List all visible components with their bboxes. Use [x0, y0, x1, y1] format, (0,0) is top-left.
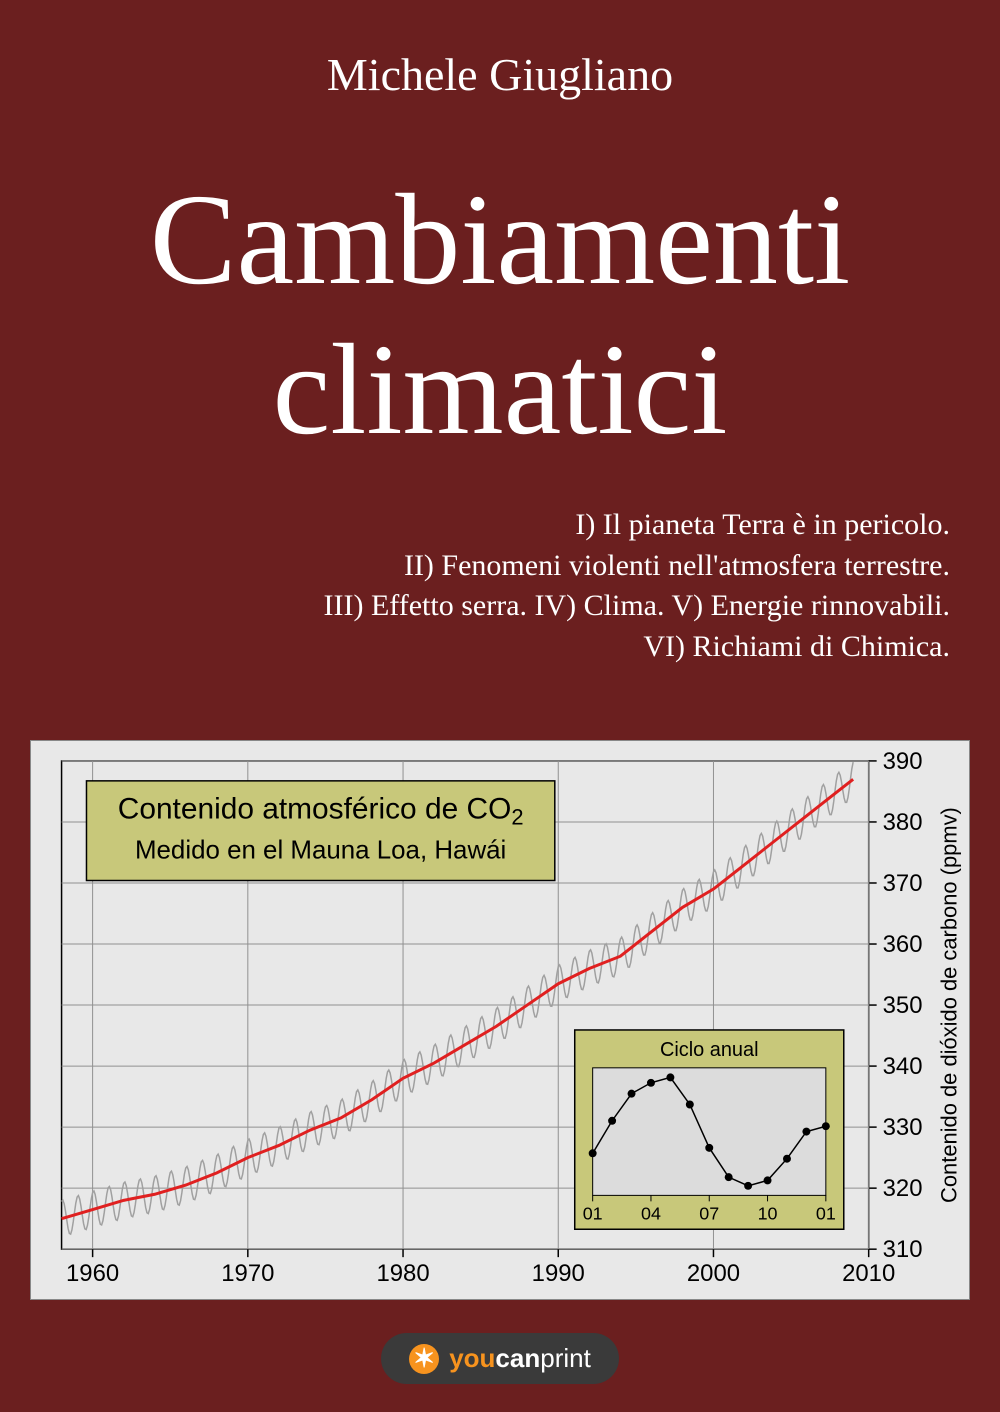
svg-text:370: 370	[883, 870, 923, 897]
svg-text:2000: 2000	[687, 1260, 740, 1287]
subtitle-line: I) Il pianeta Terra è in pericolo.	[50, 505, 950, 546]
publisher-icon: ✶	[409, 1344, 439, 1374]
svg-text:1970: 1970	[221, 1260, 274, 1287]
svg-text:390: 390	[883, 748, 923, 775]
subtitle-block: I) Il pianeta Terra è in pericolo. II) F…	[0, 465, 1000, 667]
publisher-badge: ✶ youcanprint	[0, 1333, 1000, 1384]
svg-text:10: 10	[758, 1203, 778, 1223]
svg-text:330: 330	[883, 1114, 923, 1141]
svg-text:04: 04	[641, 1203, 661, 1223]
svg-text:1960: 1960	[66, 1260, 119, 1287]
svg-text:360: 360	[883, 931, 923, 958]
svg-text:2010: 2010	[842, 1260, 895, 1287]
svg-text:Contenido atmosférico de CO2: Contenido atmosférico de CO2	[118, 793, 524, 830]
title-line2: climatici	[273, 318, 728, 462]
svg-text:1990: 1990	[532, 1260, 585, 1287]
svg-text:Contenido de dióxido de carbon: Contenido de dióxido de carbono (ppmv)	[936, 807, 961, 1203]
svg-text:380: 380	[883, 809, 923, 836]
svg-text:01: 01	[583, 1203, 603, 1223]
subtitle-line: III) Effetto serra. IV) Clima. V) Energi…	[50, 586, 950, 627]
publisher-print: print	[540, 1343, 591, 1373]
svg-text:320: 320	[883, 1175, 923, 1202]
svg-text:340: 340	[883, 1053, 923, 1080]
svg-text:07: 07	[699, 1203, 719, 1223]
chart-svg: 3103203303403503603703803901960197019801…	[31, 741, 969, 1299]
svg-text:Medido en el Mauna Loa, Hawái: Medido en el Mauna Loa, Hawái	[135, 837, 506, 865]
book-title: Cambiamenti climatici	[0, 101, 1000, 465]
author-name: Michele Giugliano	[0, 0, 1000, 101]
subtitle-line: II) Fenomeni violenti nell'atmosfera ter…	[50, 546, 950, 587]
co2-chart: 3103203303403503603703803901960197019801…	[30, 740, 970, 1300]
title-line1: Cambiamenti	[150, 168, 850, 312]
svg-text:Ciclo anual: Ciclo anual	[660, 1039, 758, 1061]
svg-text:01: 01	[816, 1203, 836, 1223]
subtitle-line: VI) Richiami di Chimica.	[50, 627, 950, 668]
svg-text:350: 350	[883, 992, 923, 1019]
publisher-can: can	[495, 1343, 540, 1373]
publisher-you: you	[449, 1343, 495, 1373]
svg-text:1980: 1980	[376, 1260, 429, 1287]
